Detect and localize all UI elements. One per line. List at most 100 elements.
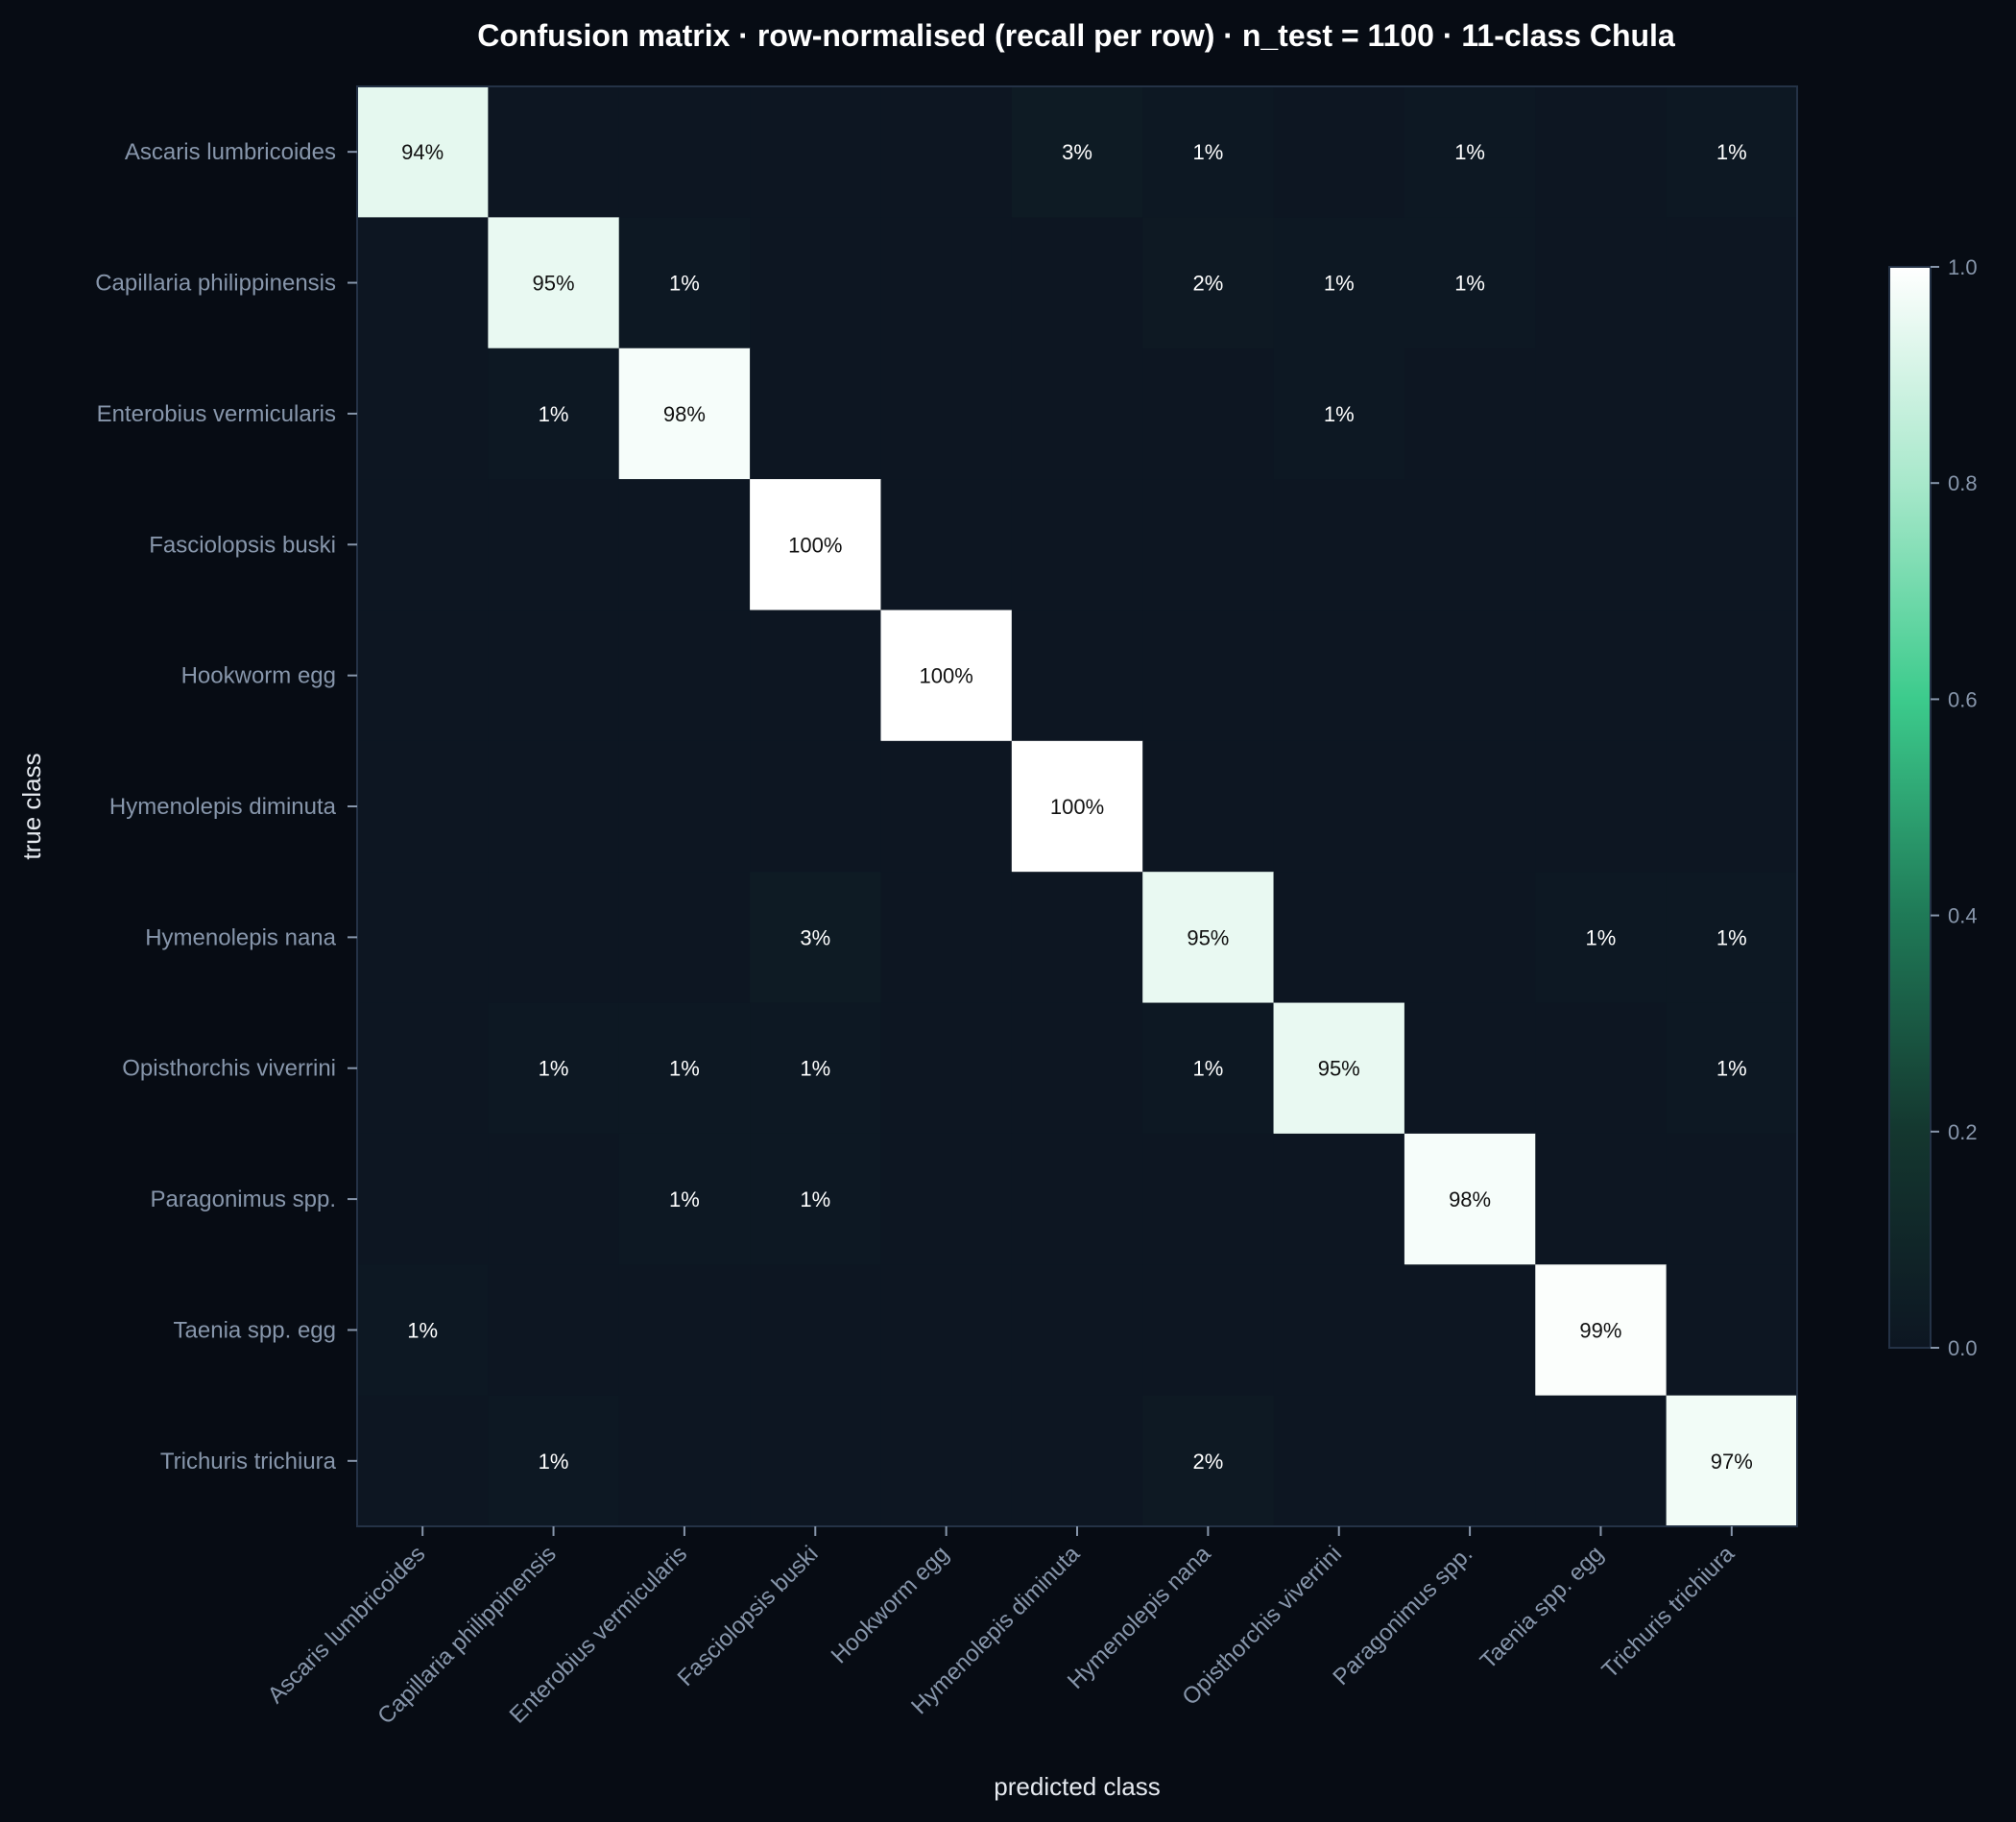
heatmap-cell [488,740,620,873]
y-tick-label: Taenia spp. egg [174,1317,336,1343]
colorbar-tick-label: 0.2 [1948,1120,1978,1144]
heatmap-cell [357,86,489,218]
heatmap-cell [1666,217,1798,349]
heatmap-cell [1273,1264,1405,1397]
heatmap-cell [1273,610,1405,742]
cell-value-label: 3% [1062,140,1092,164]
cell-value-label: 1% [407,1318,438,1342]
heatmap-cell [1142,1395,1275,1527]
heatmap-cell [357,479,489,611]
cell-value-label: 99% [1579,1318,1621,1342]
heatmap-cell [1142,872,1275,1004]
y-tick-label: Fasciolopsis buski [149,532,336,558]
heatmap-cell [880,1002,1013,1135]
colorbar-tick-label: 0.0 [1948,1336,1978,1360]
heatmap-cells [357,86,1798,1527]
heatmap-cell [1404,348,1536,480]
heatmap-cell [880,610,1013,742]
heatmap-cell [618,1002,751,1135]
x-tick-label: Hymenolepis nana [1063,1541,1216,1694]
cell-value-label: 1% [1192,1057,1223,1081]
cell-value-label: 95% [533,272,575,296]
heatmap-cell [488,348,620,480]
colorbar-tick-label: 1.0 [1948,255,1978,279]
heatmap-cell [1404,1133,1536,1265]
y-axis-ticks: Ascaris lumbricoides Capillaria philippin… [95,139,357,1474]
cell-value-label: 97% [1711,1450,1753,1474]
heatmap-cell [488,86,620,218]
heatmap-cell [1535,740,1668,873]
heatmap-cell [618,740,751,873]
cell-value-label: 1% [539,402,569,426]
heatmap-cell [1666,740,1798,873]
colorbar-tick-label: 0.8 [1948,471,1978,495]
heatmap-cell [1011,479,1143,611]
cell-value-label: 1% [669,1187,700,1211]
heatmap-cell [1011,872,1143,1004]
heatmap-cell [357,348,489,480]
heatmap-cell [618,1395,751,1527]
colorbar-tick-label: 0.6 [1948,687,1978,711]
heatmap-cell [1011,1264,1143,1397]
y-tick-label: Hymenolepis diminuta [109,794,337,820]
heatmap-cell [357,1264,489,1397]
cell-value-label: 1% [1454,140,1485,164]
cell-value-label: 1% [669,1057,700,1081]
heatmap-cell [1535,479,1668,611]
heatmap-cell [1142,217,1275,349]
heatmap-cell [1011,740,1143,873]
heatmap-cell [1273,1002,1405,1135]
heatmap-cell [1666,1264,1798,1397]
cell-value-label: 95% [1187,925,1229,949]
heatmap-cell [1404,610,1536,742]
heatmap-cell [880,1395,1013,1527]
heatmap-cell [1535,1395,1668,1527]
cell-value-label: 100% [1050,795,1104,819]
y-tick-label: Hymenolepis nana [145,924,336,950]
heatmap-cell [1404,1395,1536,1527]
heatmap-cell [1666,1133,1798,1265]
heatmap-cell [1011,348,1143,480]
heatmap-cell [1404,479,1536,611]
colorbar-tick-label: 0.4 [1948,904,1978,928]
heatmap-cell [618,872,751,1004]
heatmap-cell [1404,1002,1536,1135]
heatmap-cell [1011,1133,1143,1265]
heatmap-cell [488,1133,620,1265]
cell-value-label: 1% [1716,925,1747,949]
colorbar: 0.0 0.2 0.4 0.6 0.8 1.0 [1888,255,1978,1360]
cell-value-label: 1% [800,1187,830,1211]
heatmap-cell [750,610,881,742]
heatmap-cell [1404,1264,1536,1397]
heatmap-cell [1142,740,1275,873]
cell-value-label: 1% [539,1057,569,1081]
heatmap-cell [750,217,881,349]
heatmap-cell [880,348,1013,480]
heatmap-cell [880,86,1013,218]
heatmap-cell [618,610,751,742]
heatmap-cell [1011,217,1143,349]
heatmap-cell [1535,1264,1668,1397]
colorbar-ticks: 0.0 0.2 0.4 0.6 0.8 1.0 [1931,255,1978,1360]
heatmap-cell [1142,1264,1275,1397]
heatmap-cell [357,1002,489,1135]
cell-value-label: 1% [669,272,700,296]
heatmap-cell [488,872,620,1004]
heatmap-cell [1666,1395,1798,1527]
heatmap-cell [1535,1133,1668,1265]
heatmap-cell [1666,872,1798,1004]
heatmap-cell [1535,217,1668,349]
cell-value-label: 1% [800,1057,830,1081]
cell-value-label: 1% [1454,272,1485,296]
heatmap-cell [488,1264,620,1397]
cell-value-label: 1% [539,1450,569,1474]
x-tick-label: Trichuris trichiura [1596,1541,1740,1684]
colorbar-gradient [1888,266,1932,1349]
heatmap-cell [1404,217,1536,349]
cell-value-label: 94% [401,140,444,164]
heatmap-cell [1666,86,1798,218]
heatmap-cell [1011,86,1143,218]
x-tick-label: Paragonimus spp. [1328,1541,1477,1690]
heatmap-cell [880,1133,1013,1265]
y-tick-label: Hookworm egg [181,663,336,689]
